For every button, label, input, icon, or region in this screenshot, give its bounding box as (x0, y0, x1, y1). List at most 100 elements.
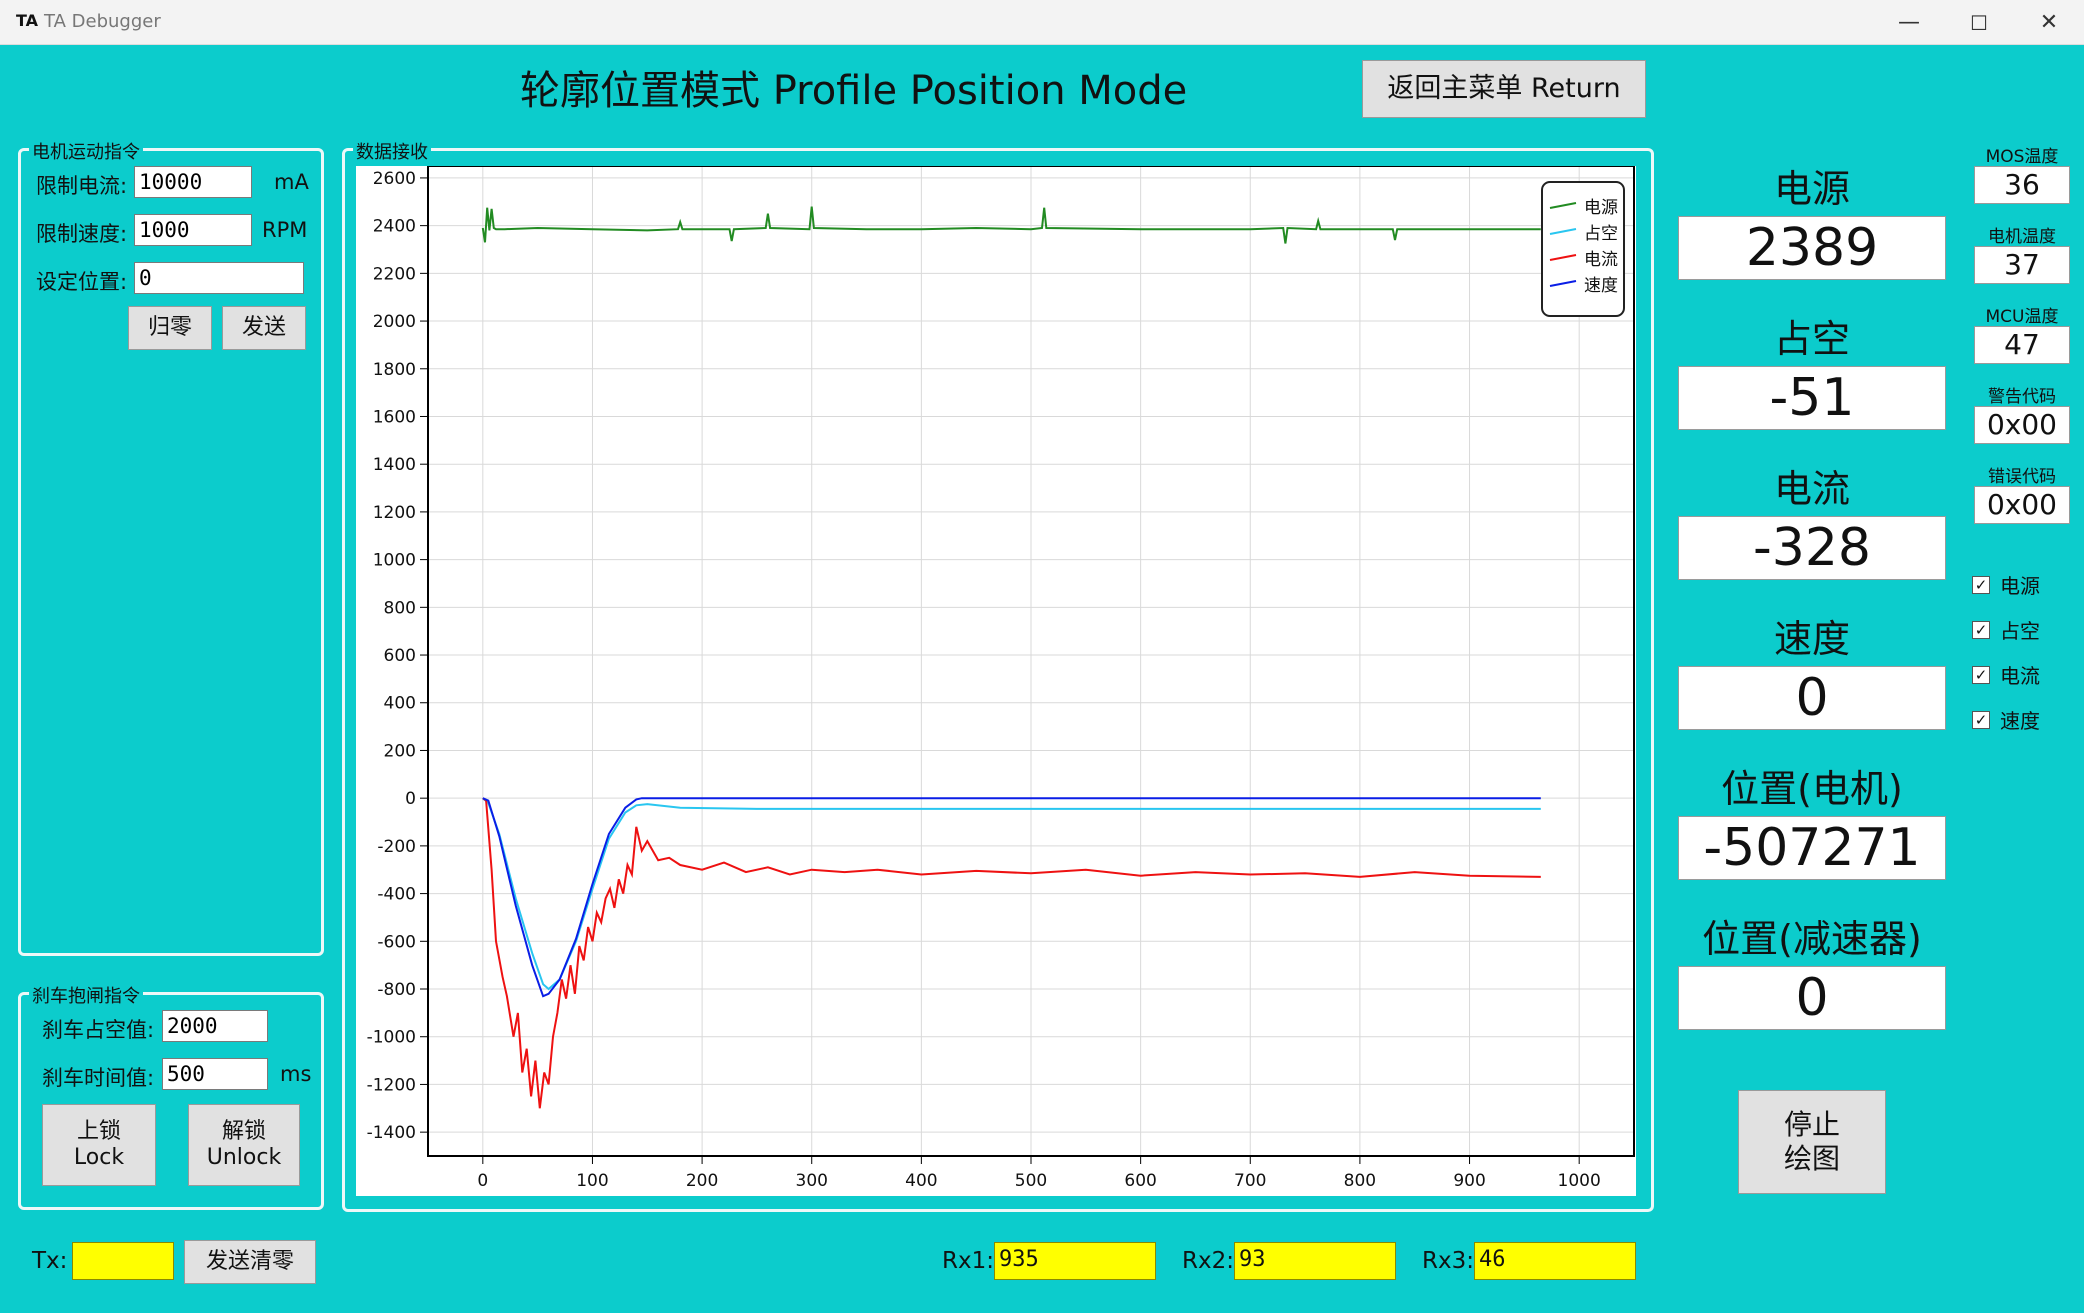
motor-command-group: 电机运动指令 (18, 138, 324, 956)
legend-swatch (1549, 280, 1577, 287)
window-titlebar: TA TA Debugger — ☐ ✕ (0, 0, 2084, 45)
checkbox-icon[interactable]: ✓ (1972, 620, 1990, 639)
y-axis: 2600240022002000180016001400120010008006… (367, 169, 428, 1143)
send-button[interactable]: 发送 (222, 306, 306, 350)
minimize-button[interactable]: — (1898, 10, 1920, 35)
x-tick-label: 500 (1015, 1171, 1047, 1191)
lock-button-en: Lock (73, 1145, 125, 1170)
series-toggle[interactable]: ✓ 电源 (1972, 570, 2040, 599)
readout-value: 0 (1678, 666, 1946, 730)
series-group (481, 206, 1541, 1109)
stop-plot-line2: 绘图 (1783, 1142, 1840, 1175)
status-value: 37 (1974, 246, 2070, 284)
position-input[interactable] (134, 262, 304, 294)
stop-plot-line1: 停止 (1783, 1108, 1840, 1142)
window-title: TA Debugger (44, 11, 161, 32)
lock-button[interactable]: 上锁 Lock (42, 1104, 156, 1186)
close-button[interactable]: ✕ (2039, 10, 2059, 35)
series-line (482, 797, 1541, 1109)
rx3-field: 46 (1474, 1242, 1636, 1280)
lock-button-cn: 上锁 (76, 1118, 121, 1144)
readout-value: -51 (1678, 366, 1946, 430)
current-unit: mA (274, 170, 309, 194)
y-tick-label: 1800 (373, 360, 416, 380)
readout-label: 电流 (1773, 467, 1850, 511)
y-tick-label: 1200 (373, 503, 416, 523)
zero-button[interactable]: 归零 (128, 306, 212, 350)
rx1-label: Rx1: (942, 1248, 994, 1274)
brake-duty-label: 刹车占空值: (42, 1018, 155, 1042)
y-tick-label: 1000 (373, 551, 416, 571)
brake-time-label: 刹车时间值: (42, 1066, 155, 1090)
y-tick-label: 800 (384, 598, 416, 618)
unlock-button-en: Unlock (206, 1145, 282, 1170)
x-tick-label: 1000 (1558, 1171, 1601, 1191)
y-tick-label: 2200 (373, 264, 416, 284)
readout-label: 占空 (1773, 317, 1850, 361)
x-tick-label: 200 (686, 1171, 718, 1191)
maximize-button[interactable]: ☐ (1970, 10, 1988, 35)
readout-value: 2389 (1678, 216, 1946, 280)
group-title: 电机运动指令 (29, 138, 143, 164)
y-tick-label: -400 (377, 885, 416, 905)
current-limit-label: 限制电流: (36, 174, 128, 198)
brake-duty-input[interactable] (162, 1010, 268, 1042)
series-toggle-label: 电流 (2000, 664, 2040, 688)
chart-grid (428, 166, 1634, 1156)
status-label: 错误代码 (1988, 467, 2056, 487)
y-tick-label: -200 (377, 837, 416, 857)
y-tick-label: 400 (384, 694, 416, 714)
y-tick-label: 1400 (373, 455, 416, 475)
series-toggle-label: 速度 (2000, 709, 2040, 733)
readout-value: 0 (1678, 966, 1946, 1030)
line-chart: 2600240022002000180016001400120010008006… (367, 165, 1635, 1191)
x-tick-label: 700 (1234, 1171, 1266, 1191)
x-tick-label: 100 (576, 1171, 608, 1191)
clear-send-button[interactable]: 发送清零 (184, 1240, 316, 1284)
legend-label: 电流 (1584, 250, 1618, 270)
readout-label: 电源 (1773, 167, 1850, 211)
speed-limit-input[interactable] (134, 214, 252, 246)
series-toggle[interactable]: ✓ 电流 (1972, 660, 2040, 689)
stop-plot-button[interactable]: 停止 绘图 (1738, 1090, 1886, 1194)
y-tick-label: 2400 (373, 217, 416, 237)
legend-label: 电源 (1584, 198, 1618, 218)
status-label: MCU温度 (1985, 307, 2059, 327)
group-title: 刹车抱闸指令 (29, 982, 143, 1008)
position-label: 设定位置: (36, 270, 128, 294)
y-tick-label: 2600 (373, 169, 416, 189)
status-value: 36 (1974, 166, 2070, 204)
legend-swatch (1549, 228, 1577, 235)
current-limit-input[interactable] (134, 166, 252, 198)
series-toggle[interactable]: ✓ 速度 (1972, 705, 2040, 734)
y-tick-label: -1000 (367, 1028, 416, 1048)
readout-label: 位置(电机) (1721, 767, 1903, 811)
checkbox-icon[interactable]: ✓ (1972, 710, 1990, 729)
brake-time-unit: ms (280, 1062, 312, 1086)
legend-swatch (1549, 202, 1577, 209)
tx-field[interactable] (72, 1242, 174, 1280)
x-tick-label: 900 (1453, 1171, 1485, 1191)
series-toggle-label: 占空 (2000, 619, 2040, 643)
checkbox-icon[interactable]: ✓ (1972, 665, 1990, 684)
series-line (482, 797, 1541, 991)
series-toggle[interactable]: ✓ 占空 (1972, 615, 2040, 644)
unlock-button[interactable]: 解锁 Unlock (188, 1104, 300, 1186)
y-tick-label: 600 (384, 646, 416, 666)
readout-label: 速度 (1773, 617, 1850, 661)
return-button[interactable]: 返回主菜单 Return (1362, 60, 1646, 118)
x-tick-label: 300 (796, 1171, 828, 1191)
legend-box (1541, 181, 1625, 317)
status-value: 47 (1974, 326, 2070, 364)
readout-label: 位置(减速器) (1702, 917, 1922, 961)
tx-label: Tx: (32, 1248, 68, 1274)
y-tick-label: 1600 (373, 407, 416, 427)
status-label: 警告代码 (1988, 387, 2056, 407)
chart-panel: 2600 2400 2200 2000 1800 1600 1400 1200 1000 800 6… (356, 165, 1636, 1196)
checkbox-icon[interactable]: ✓ (1972, 575, 1990, 594)
brake-command-group: 刹车抱闸指令 (18, 982, 324, 1210)
x-axis: 0 100 200 300 400 500 600 700 800 900 1000 (477, 1156, 1601, 1191)
speed-limit-label: 限制速度: (36, 222, 128, 246)
brake-time-input[interactable] (162, 1058, 268, 1090)
